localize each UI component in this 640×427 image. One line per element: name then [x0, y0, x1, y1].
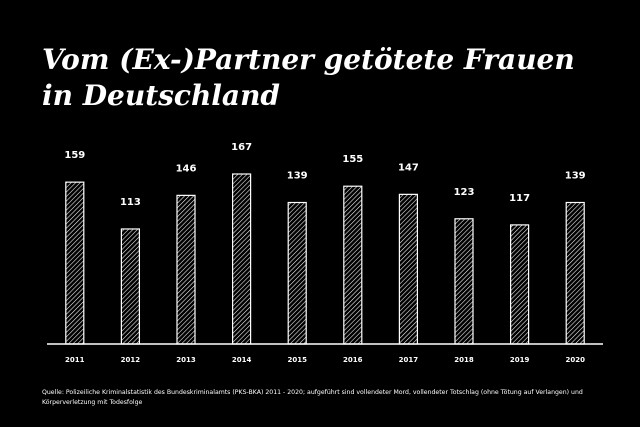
x-tick-label-2017: 2017 — [399, 356, 419, 364]
x-tick-label-2013: 2013 — [176, 356, 196, 364]
data-label-2012: 113 — [120, 197, 141, 208]
bar-group: 159 113 146 167 139 155 147 123 117 139 — [64, 142, 586, 345]
data-label-2011: 159 — [64, 150, 85, 161]
bar-2020 — [565, 201, 585, 345]
bar-2017 — [398, 193, 418, 345]
x-tick-labels: 2011 2012 2013 2014 2015 2016 2017 2018 2019 2020 — [65, 356, 585, 364]
chart-title: Vom (Ex-)Partner getötete Frauen in Deut… — [42, 42, 602, 114]
x-tick-label-2011: 2011 — [65, 356, 85, 364]
bar-2015 — [287, 201, 307, 345]
data-label-2017: 147 — [398, 162, 419, 173]
data-label-2019: 117 — [509, 193, 530, 204]
bar-2019 — [510, 224, 530, 345]
x-tick-label-2012: 2012 — [121, 356, 141, 364]
data-label-2020: 139 — [565, 171, 586, 182]
x-tick-label-2014: 2014 — [232, 356, 252, 364]
chart-title-line-2: in Deutschland — [42, 79, 281, 112]
data-label-2015: 139 — [287, 171, 308, 182]
data-label-2013: 146 — [176, 163, 197, 174]
bar-2016 — [343, 185, 363, 345]
source-note: Quelle: Polizeiliche Kriminalstatistik d… — [42, 389, 583, 406]
data-label-2016: 155 — [342, 154, 363, 165]
x-tick-label-2015: 2015 — [287, 356, 307, 364]
chart-title-line-1: Vom (Ex-)Partner getötete Frauen — [42, 43, 575, 76]
bar-2013 — [176, 194, 196, 345]
data-label-2018: 123 — [454, 187, 475, 198]
data-label-2014: 167 — [231, 142, 252, 153]
bar-2014 — [232, 173, 252, 345]
bar-2012 — [120, 228, 141, 345]
x-tick-label-2016: 2016 — [343, 356, 363, 364]
x-tick-label-2020: 2020 — [565, 356, 585, 364]
bar-2018 — [454, 218, 474, 345]
x-tick-label-2019: 2019 — [510, 356, 530, 364]
bar-2011 — [65, 181, 85, 345]
x-tick-label-2018: 2018 — [454, 356, 474, 364]
